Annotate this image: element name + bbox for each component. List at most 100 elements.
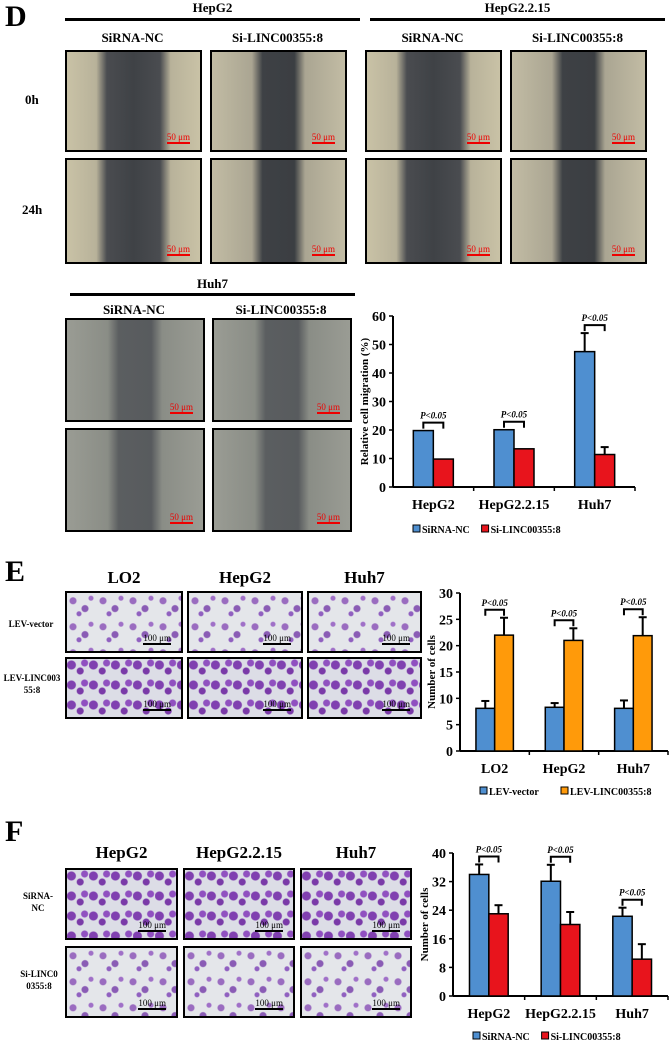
condition-label: Si-LINC00355:8 bbox=[231, 30, 323, 45]
y-tick-label: 10 bbox=[372, 453, 386, 468]
column-header: HepG2.2.15 bbox=[196, 843, 282, 862]
bar bbox=[631, 958, 653, 997]
row-label: SiRNA-NC bbox=[22, 891, 53, 913]
x-tick-label: HepG2.2.15 bbox=[479, 498, 550, 513]
micrograph: 100 μm bbox=[183, 868, 295, 940]
micrograph: 50 μm bbox=[365, 158, 502, 264]
micrograph: 50 μm bbox=[210, 50, 347, 152]
bar bbox=[613, 707, 635, 752]
legend-swatch bbox=[479, 786, 488, 795]
micrograph: 50 μm bbox=[510, 158, 647, 264]
y-tick-label: 30 bbox=[439, 587, 453, 602]
significance-bracket bbox=[553, 619, 575, 627]
legend-label: LEV-LINC00355:8 bbox=[570, 787, 651, 798]
significance-bracket bbox=[484, 608, 506, 616]
micrograph: 100 μm bbox=[307, 591, 422, 653]
condition-label: SiRNA-NC bbox=[401, 30, 464, 45]
significance-bracket bbox=[422, 421, 445, 429]
bar bbox=[493, 428, 515, 488]
y-tick-label: 25 bbox=[439, 613, 453, 628]
x-tick-label: HepG2 bbox=[543, 762, 586, 777]
y-tick-label: 0 bbox=[379, 481, 386, 496]
bar bbox=[612, 915, 633, 997]
p-value-annotation: P<0.05 bbox=[581, 313, 608, 323]
column-header: HepG2 bbox=[219, 568, 271, 587]
bar bbox=[540, 880, 562, 997]
row-label: Si-LINC0 0355:8 bbox=[20, 969, 58, 991]
bar bbox=[488, 913, 509, 997]
y-tick-label: 20 bbox=[372, 424, 386, 439]
condition-label: SiRNA-NC bbox=[101, 30, 164, 45]
micrograph: 100 μm bbox=[183, 946, 295, 1018]
x-tick-label: HepG2 bbox=[412, 498, 455, 513]
micrograph: 100 μm bbox=[300, 868, 412, 940]
micrograph: 100 μm bbox=[300, 946, 412, 1018]
y-tick-label: 20 bbox=[439, 640, 453, 655]
bar bbox=[493, 634, 515, 752]
bar bbox=[513, 448, 535, 488]
micrograph: 50 μm bbox=[510, 50, 647, 152]
y-tick-label: 24 bbox=[432, 904, 446, 919]
x-tick-label: Huh7 bbox=[578, 498, 611, 513]
bar bbox=[559, 923, 581, 997]
micrograph: 50 μm bbox=[65, 318, 205, 422]
row-label: 24h bbox=[22, 202, 43, 217]
bar bbox=[432, 458, 455, 488]
legend-swatch bbox=[541, 1031, 550, 1040]
y-axis-label: Relative cell migration (%) bbox=[359, 337, 371, 465]
panel-letter-d: D bbox=[5, 0, 27, 33]
x-tick-label: HepG2 bbox=[467, 1007, 510, 1022]
p-value-annotation: P<0.05 bbox=[476, 844, 503, 854]
significance-bracket bbox=[622, 608, 644, 616]
y-tick-label: 8 bbox=[439, 961, 446, 976]
bar bbox=[593, 453, 616, 488]
micrograph: 50 μm bbox=[212, 318, 352, 422]
bar bbox=[475, 707, 496, 752]
bar bbox=[632, 634, 653, 752]
micrograph: 50 μm bbox=[212, 428, 352, 532]
chart-cells-e: 0 5 10 15 20 25 30 Number of cells LO2 P<0.05 HepG… bbox=[426, 587, 669, 798]
p-value-annotation: P<0.05 bbox=[420, 411, 447, 421]
significance-bracket bbox=[583, 324, 606, 332]
bar bbox=[412, 429, 435, 488]
group-header: Huh7 bbox=[196, 276, 229, 291]
legend-label: Si-LINC00355:8 bbox=[491, 525, 561, 536]
group-header: HepG2 bbox=[192, 0, 233, 15]
p-value-annotation: P<0.05 bbox=[501, 410, 528, 420]
p-value-annotation: P<0.05 bbox=[551, 608, 578, 618]
p-value-annotation: P<0.05 bbox=[547, 845, 574, 855]
column-header: Huh7 bbox=[335, 843, 377, 862]
micrograph: 100 μm bbox=[65, 657, 183, 719]
chart-cells-f: 0 8 16 24 32 40 Number of cells HepG2 P<0.05 HepG… bbox=[419, 844, 669, 1043]
p-value-annotation: P<0.05 bbox=[619, 888, 646, 898]
row-label: 0h bbox=[25, 92, 39, 107]
micrograph: 100 μm bbox=[187, 591, 303, 653]
group-line bbox=[65, 18, 360, 21]
x-tick-label: Huh7 bbox=[617, 762, 650, 777]
micrograph: 50 μm bbox=[65, 50, 202, 152]
micrograph: 100 μm bbox=[187, 657, 303, 719]
y-tick-label: 32 bbox=[432, 876, 446, 891]
significance-bracket bbox=[621, 898, 643, 906]
micrograph: 50 μm bbox=[65, 158, 202, 264]
micrograph: 50 μm bbox=[65, 428, 205, 532]
panel-letter-f: F bbox=[5, 815, 24, 848]
legend-swatch bbox=[481, 524, 490, 533]
legend-label: Si-LINC00355:8 bbox=[551, 1032, 621, 1043]
y-tick-label: 10 bbox=[439, 692, 453, 707]
x-tick-label: LO2 bbox=[481, 762, 508, 777]
legend-swatch bbox=[472, 1031, 481, 1040]
y-tick-label: 15 bbox=[439, 666, 453, 681]
micrograph: 50 μm bbox=[365, 50, 502, 152]
column-header: HepG2 bbox=[95, 843, 148, 862]
y-tick-label: 0 bbox=[446, 745, 453, 760]
y-tick-label: 40 bbox=[432, 847, 446, 862]
legend-label: LEV-vector bbox=[489, 787, 539, 798]
micrograph: 50 μm bbox=[210, 158, 347, 264]
condition-label: SiRNA-NC bbox=[102, 302, 166, 317]
bar bbox=[468, 873, 490, 997]
significance-bracket bbox=[549, 855, 572, 863]
y-axis-label: Number of cells bbox=[419, 887, 431, 961]
